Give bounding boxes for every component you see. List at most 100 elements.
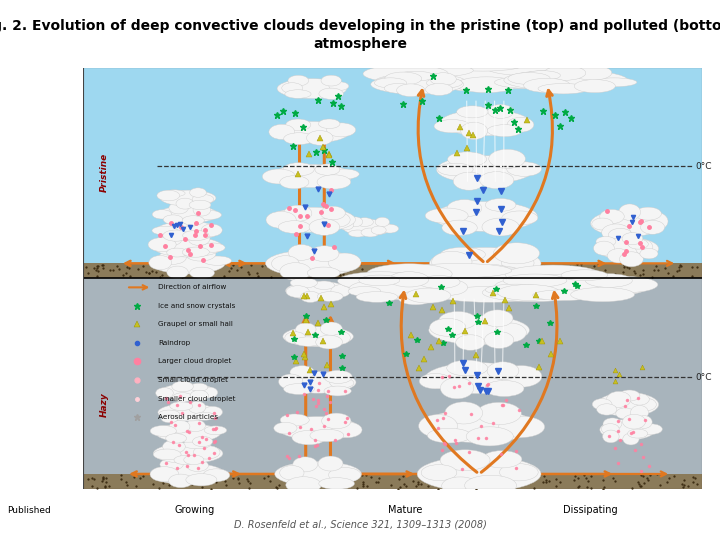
- Point: [143, 269, 154, 278]
- Ellipse shape: [288, 75, 309, 86]
- Ellipse shape: [608, 228, 632, 242]
- Point: [202, 260, 213, 268]
- Ellipse shape: [150, 467, 179, 482]
- Point: [409, 265, 420, 273]
- Point: [299, 270, 310, 279]
- Ellipse shape: [189, 200, 211, 210]
- Ellipse shape: [456, 106, 488, 118]
- Ellipse shape: [507, 117, 534, 132]
- Point: [373, 474, 384, 483]
- Point: [540, 478, 552, 487]
- Ellipse shape: [315, 164, 340, 176]
- Ellipse shape: [406, 288, 451, 303]
- Point: [673, 262, 685, 271]
- Ellipse shape: [348, 230, 367, 237]
- Ellipse shape: [284, 383, 315, 395]
- Ellipse shape: [356, 292, 398, 302]
- Ellipse shape: [148, 238, 176, 252]
- Ellipse shape: [285, 332, 305, 344]
- Ellipse shape: [446, 282, 474, 299]
- Ellipse shape: [602, 224, 631, 241]
- Ellipse shape: [505, 265, 600, 284]
- Ellipse shape: [203, 256, 232, 265]
- Ellipse shape: [489, 149, 526, 168]
- Point: [82, 269, 94, 278]
- Ellipse shape: [456, 335, 485, 350]
- Ellipse shape: [318, 456, 343, 471]
- Point: [537, 477, 549, 486]
- Ellipse shape: [168, 474, 193, 488]
- Ellipse shape: [636, 416, 652, 428]
- Point: [138, 472, 149, 481]
- Ellipse shape: [466, 427, 513, 446]
- Ellipse shape: [590, 210, 665, 237]
- Point: [691, 480, 703, 489]
- Point: [266, 273, 277, 281]
- Point: [654, 480, 666, 489]
- Point: [652, 470, 663, 478]
- Ellipse shape: [286, 286, 310, 298]
- Point: [683, 481, 694, 490]
- Point: [100, 474, 112, 482]
- Ellipse shape: [315, 335, 343, 349]
- Point: [575, 259, 587, 268]
- Point: [91, 272, 103, 281]
- Ellipse shape: [181, 218, 199, 226]
- Point: [150, 471, 161, 480]
- Point: [273, 474, 284, 483]
- Ellipse shape: [442, 220, 477, 235]
- Point: [516, 259, 528, 268]
- Ellipse shape: [266, 211, 296, 228]
- Text: Fig. 2. Evolution of deep convective clouds developing in the pristine (top) and: Fig. 2. Evolution of deep convective clo…: [0, 19, 720, 51]
- Point: [294, 473, 305, 482]
- Ellipse shape: [487, 362, 519, 380]
- Ellipse shape: [480, 172, 514, 188]
- Ellipse shape: [585, 274, 632, 287]
- Ellipse shape: [274, 422, 297, 434]
- Point: [599, 266, 611, 274]
- Ellipse shape: [286, 281, 351, 300]
- Point: [663, 473, 675, 482]
- Bar: [83, 68, 702, 278]
- Point: [243, 267, 254, 276]
- Point: [506, 265, 518, 274]
- Point: [280, 261, 292, 269]
- Ellipse shape: [269, 124, 294, 139]
- Point: [540, 476, 552, 485]
- Ellipse shape: [523, 71, 560, 80]
- Point: [169, 475, 181, 484]
- Ellipse shape: [571, 287, 634, 302]
- Ellipse shape: [201, 224, 222, 237]
- Ellipse shape: [418, 275, 460, 288]
- Point: [382, 267, 393, 275]
- Ellipse shape: [500, 366, 542, 387]
- Ellipse shape: [343, 219, 392, 235]
- Point: [91, 261, 103, 270]
- Ellipse shape: [328, 468, 361, 482]
- Ellipse shape: [163, 440, 185, 453]
- Point: [675, 261, 686, 270]
- Ellipse shape: [173, 393, 193, 402]
- Ellipse shape: [338, 272, 424, 290]
- Ellipse shape: [338, 220, 354, 230]
- Ellipse shape: [280, 372, 356, 393]
- Ellipse shape: [485, 380, 524, 396]
- Ellipse shape: [441, 477, 479, 495]
- Ellipse shape: [384, 72, 422, 85]
- Point: [444, 475, 456, 483]
- Bar: [83, 278, 702, 489]
- Ellipse shape: [188, 232, 210, 246]
- Ellipse shape: [444, 72, 479, 84]
- Point: [429, 273, 441, 282]
- Ellipse shape: [262, 169, 295, 184]
- Point: [235, 262, 246, 271]
- Ellipse shape: [500, 464, 538, 481]
- Point: [678, 481, 690, 490]
- Point: [310, 475, 322, 483]
- Point: [146, 267, 158, 275]
- Point: [166, 265, 178, 273]
- Point: [402, 470, 414, 478]
- Ellipse shape: [397, 71, 434, 81]
- Ellipse shape: [169, 202, 189, 214]
- Ellipse shape: [363, 65, 449, 83]
